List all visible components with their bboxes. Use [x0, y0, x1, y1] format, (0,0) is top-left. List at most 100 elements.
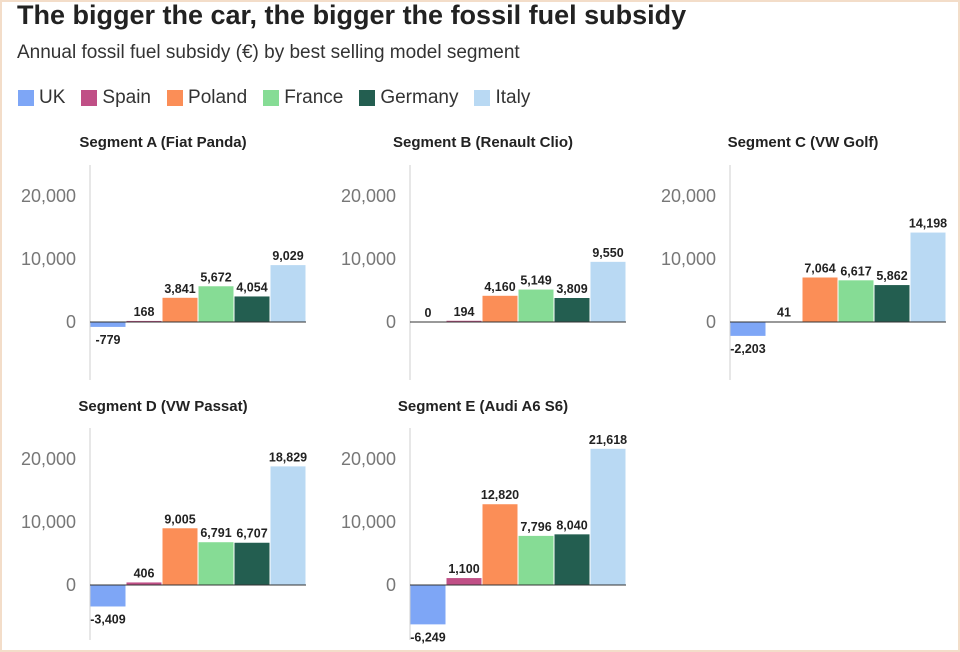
bar-italy [590, 448, 626, 585]
legend-item-spain: Spain [81, 87, 151, 109]
legend: UK Spain Poland France Germany Italy [18, 86, 546, 110]
bar-france [198, 542, 234, 585]
bar-france [518, 289, 554, 322]
bar-france [198, 286, 234, 322]
data-label: 5,672 [200, 270, 231, 284]
data-label: 4,160 [484, 280, 515, 294]
chart-title: The bigger the car, the bigger the fossi… [17, 0, 687, 30]
legend-swatch [167, 90, 184, 106]
legend-item-france: France [263, 87, 343, 109]
y-tick-label: 0 [66, 575, 76, 595]
data-label: -2,203 [730, 342, 765, 356]
data-label: 12,820 [481, 488, 519, 502]
y-tick-label: 0 [706, 312, 716, 332]
legend-swatch [81, 90, 98, 106]
y-tick-label: 10,000 [661, 249, 716, 269]
panel-title: Segment D (VW Passat) [78, 398, 247, 415]
legend-item-italy: Italy [474, 87, 530, 109]
chart-panel-4: Segment D (VW Passat) 0 10,000 20,000 -3,409… [21, 398, 307, 640]
y-tick-label: 20,000 [661, 186, 716, 206]
legend-label: France [284, 87, 344, 108]
data-label: 194 [454, 305, 475, 319]
data-label: 6,707 [236, 527, 267, 541]
data-label: 4,054 [236, 280, 267, 294]
panel-title: Segment A (Fiat Panda) [79, 134, 246, 151]
chart-subtitle: Annual fossil fuel subsidy (€) by best s… [17, 42, 520, 63]
y-tick-label: 20,000 [341, 186, 396, 206]
bar-uk [410, 585, 446, 625]
chart-panel-1: Segment A (Fiat Panda) 0 10,000 20,000 -779 1… [21, 134, 306, 380]
bar-poland [482, 295, 518, 322]
y-tick-label: 0 [386, 575, 396, 595]
bar-germany [234, 296, 270, 322]
data-label: 5,862 [876, 269, 907, 283]
legend-item-poland: Poland [167, 87, 247, 109]
bar-uk [730, 322, 766, 336]
legend-label: Germany [380, 87, 459, 108]
bar-italy [270, 265, 306, 322]
data-label: 14,198 [909, 217, 947, 231]
bar-spain [126, 582, 162, 585]
data-label: -779 [95, 333, 120, 347]
y-tick-label: 10,000 [341, 249, 396, 269]
data-label: 18,829 [269, 450, 307, 464]
data-label: 7,796 [520, 520, 551, 534]
y-tick-label: 10,000 [341, 512, 396, 532]
bar-germany [554, 534, 590, 585]
data-label: 6,791 [200, 526, 231, 540]
data-label: 7,064 [804, 261, 835, 275]
bar-poland [162, 297, 198, 322]
data-label: 0 [425, 306, 432, 320]
bar-uk [90, 585, 126, 607]
data-label: 168 [134, 305, 155, 319]
data-label: 41 [777, 306, 791, 320]
y-tick-label: 20,000 [21, 186, 76, 206]
legend-item-uk: UK [18, 87, 65, 109]
bar-italy [270, 466, 306, 585]
y-tick-label: 20,000 [341, 449, 396, 469]
data-label: 1,100 [448, 562, 479, 576]
bar-germany [554, 298, 590, 322]
data-label: 9,029 [272, 249, 303, 263]
bar-italy [590, 261, 626, 322]
y-tick-label: 0 [386, 312, 396, 332]
y-tick-label: 20,000 [21, 449, 76, 469]
bar-poland [482, 504, 518, 585]
bar-poland [802, 277, 838, 322]
data-label: -3,409 [90, 612, 125, 626]
legend-item-germany: Germany [359, 87, 458, 109]
data-label: 6,617 [840, 264, 871, 278]
bar-spain [446, 320, 482, 322]
chart-panel-3: Segment C (VW Golf) 0 10,000 20,000 -2,203 41… [661, 134, 947, 380]
legend-swatch [474, 90, 491, 106]
y-tick-label: 10,000 [21, 249, 76, 269]
bar-uk [90, 322, 126, 327]
chart-panel-2: Segment B (Renault Clio) 0 10,000 20,000 0 19… [341, 134, 626, 380]
panel-title: Segment B (Renault Clio) [393, 134, 573, 151]
data-label: 21,618 [589, 433, 627, 447]
data-label: 3,841 [164, 282, 195, 296]
data-label: 5,149 [520, 274, 551, 288]
bar-france [518, 535, 554, 585]
legend-label: Italy [495, 87, 531, 108]
panel-title: Segment C (VW Golf) [728, 134, 879, 151]
y-tick-label: 10,000 [21, 512, 76, 532]
bar-spain [126, 320, 162, 322]
legend-swatch [263, 90, 280, 106]
data-label: 9,005 [164, 512, 195, 526]
data-label: 406 [134, 566, 155, 580]
data-label: 9,550 [592, 246, 623, 260]
bar-spain [446, 578, 482, 585]
legend-label: Spain [102, 87, 152, 108]
legend-label: UK [39, 87, 66, 108]
legend-label: Poland [188, 87, 248, 108]
y-tick-label: 0 [66, 312, 76, 332]
data-label: 3,809 [556, 282, 587, 296]
bar-italy [910, 232, 946, 322]
panel-title: Segment E (Audi A6 S6) [398, 398, 568, 415]
chart-panel-5: Segment E (Audi A6 S6) 0 10,000 20,000 -6,24… [341, 398, 627, 644]
data-label: 8,040 [556, 518, 587, 532]
data-label: -6,249 [410, 630, 445, 644]
